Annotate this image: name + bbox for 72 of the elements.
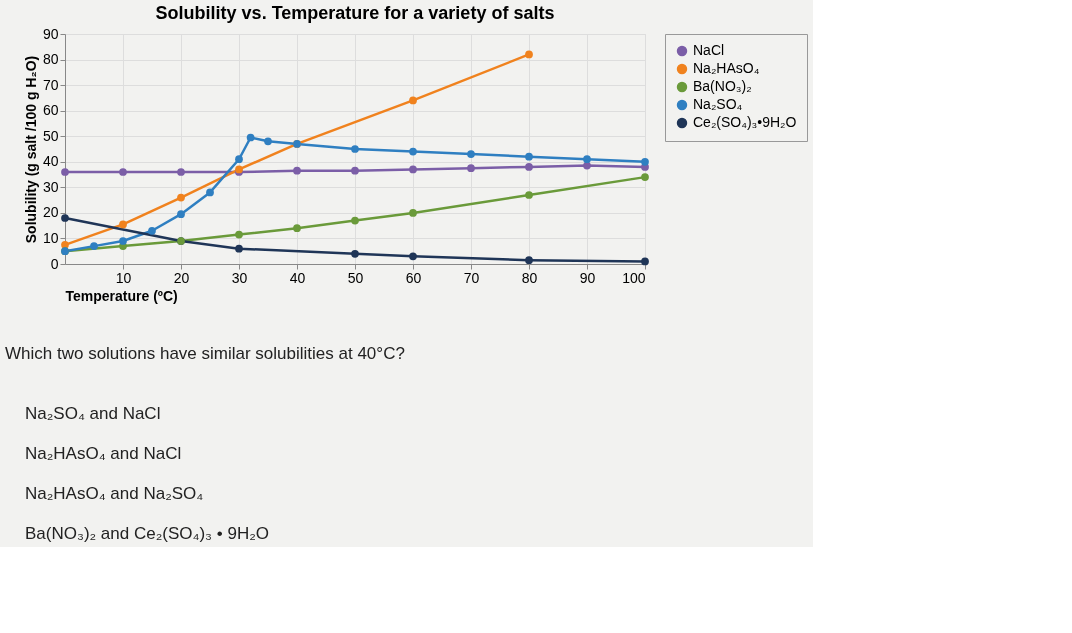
point (206, 188, 214, 197)
point (90, 242, 98, 250)
point (119, 220, 127, 229)
y-tick-label: 70 (42, 76, 59, 93)
legend-label: Na₂HAsO₄ (693, 60, 760, 76)
point (351, 166, 359, 175)
point (235, 244, 243, 253)
point (119, 237, 127, 245)
y-tick-label: 20 (42, 204, 59, 221)
point (525, 152, 533, 161)
y-tick-label: 40 (42, 153, 59, 170)
point (177, 210, 185, 219)
legend-label: Na₂SO₄ (693, 96, 743, 112)
point (525, 256, 533, 265)
text: Na₂HAsO₄ and Na₂SO₄ (25, 484, 204, 503)
legend-label: Ba(NO₃)₂ (693, 78, 752, 94)
x-tick-label: 10 (115, 269, 132, 286)
text: Ba(NO₃)₂ and Ce₂(SO₄)₃ • 9H₂O (25, 524, 269, 543)
point (641, 157, 649, 166)
y-tick-label: 30 (42, 178, 59, 195)
point (351, 145, 359, 153)
point (61, 168, 69, 176)
text: Na₂HAsO₄ and NaCl (25, 444, 182, 463)
point (351, 249, 359, 258)
point (641, 173, 649, 181)
point (293, 166, 301, 175)
point (641, 257, 649, 266)
point (525, 191, 533, 199)
point (235, 230, 243, 239)
x-tick-label: 90 (579, 269, 596, 286)
point (246, 133, 255, 142)
y-tick-label: 90 (42, 25, 59, 42)
x-tick-label: 70 (463, 269, 480, 286)
point (409, 165, 417, 174)
point (264, 137, 272, 146)
x-tick-label: 40 (289, 269, 306, 286)
y-tick-label: 0 (50, 255, 59, 272)
point (409, 96, 417, 105)
legend-label: NaCl (693, 42, 725, 58)
point (525, 163, 533, 171)
point (177, 168, 185, 176)
x-tick-label: 80 (521, 269, 538, 286)
y-tick-label: 60 (42, 102, 59, 119)
x-tick-label: 60 (405, 269, 422, 286)
point (583, 161, 591, 170)
y-tick-label: 80 (42, 51, 59, 68)
y-tick-label: 50 (42, 127, 59, 144)
x-tick-label: 50 (347, 269, 364, 286)
chart-title: Solubility vs. Temperature for a variety of salts (155, 3, 555, 23)
point (583, 155, 591, 164)
x-tick-label: 30 (231, 269, 248, 286)
point (61, 214, 69, 222)
point (467, 150, 475, 158)
point (235, 155, 243, 164)
point (351, 216, 359, 225)
y-axis-title: Solubility (g salt /100 g H₂O) (22, 55, 39, 244)
y-tick-label: 10 (42, 229, 59, 246)
point (409, 147, 417, 156)
legend-label: Ce₂(SO₄)₃•9H₂O (693, 114, 797, 130)
point (119, 168, 127, 176)
point (177, 193, 185, 202)
point (409, 209, 417, 217)
x-tick-label: 100 (622, 269, 646, 286)
x-tick-label: 20 (173, 269, 190, 286)
point (293, 224, 301, 233)
text: Which two solutions have similar solubilities at 40°C? (5, 344, 405, 363)
text: Na₂SO₄ and NaCl (25, 404, 161, 423)
point (148, 226, 156, 235)
point (409, 252, 417, 261)
x-axis-title: Temperature (ºC) (65, 287, 178, 304)
point (467, 164, 475, 173)
point (525, 50, 533, 59)
